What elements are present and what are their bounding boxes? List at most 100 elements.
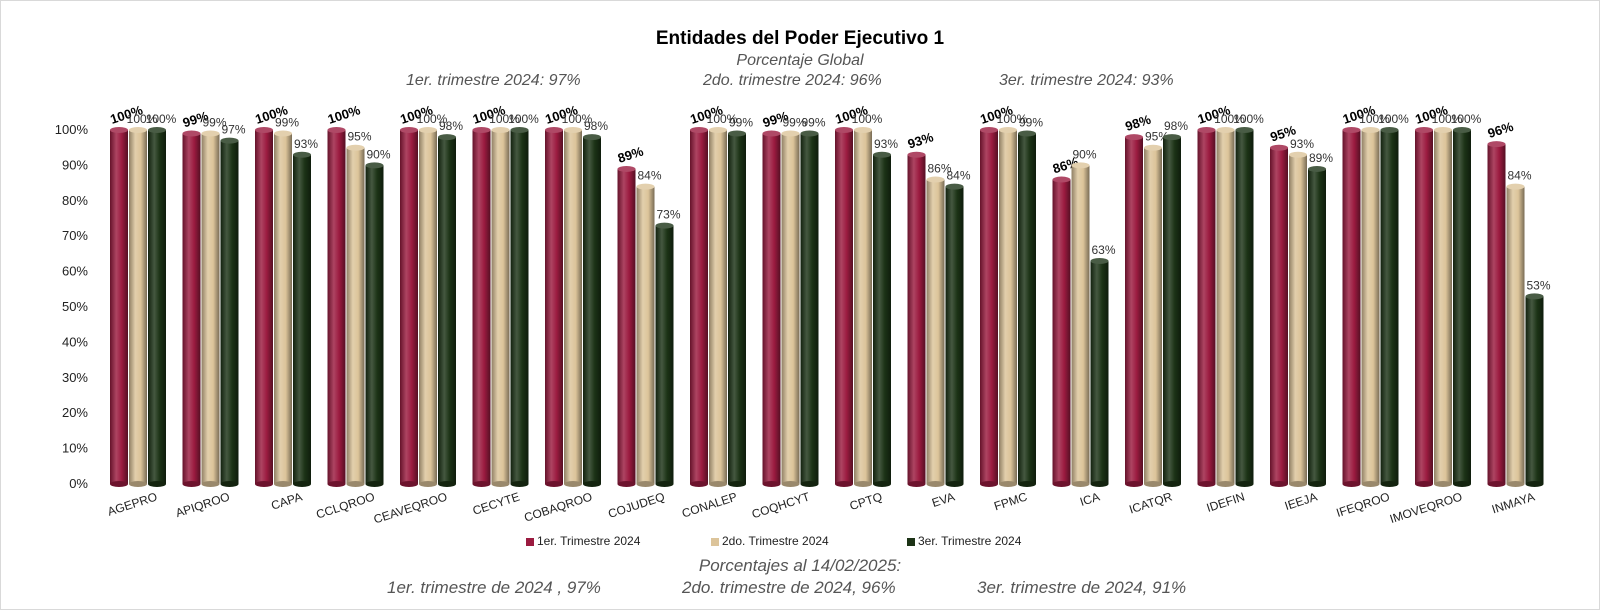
chart-legend: 1er. Trimestre 2024 2do. Trimestre 2024 … (0, 534, 1600, 552)
bar-cap (1308, 165, 1326, 172)
chart-subtitle: Porcentaje Global (736, 52, 864, 69)
bar-base (1125, 481, 1143, 487)
footer-quarter-3: 3er. trimestre de 2024, 91% (977, 578, 1187, 597)
data-label-q3: 53% (1526, 278, 1550, 292)
bar-base (438, 481, 456, 487)
x-category-label: FPMC (992, 489, 1029, 513)
bar-cap (617, 165, 636, 172)
bar-base (1052, 481, 1071, 487)
x-category-label: CONALEP (680, 490, 739, 521)
bar-cap (873, 151, 891, 158)
legend-item-q2: 2do. Trimestre 2024 (711, 534, 829, 548)
bar-cap (201, 130, 220, 137)
data-label-q2: 100% (1432, 112, 1463, 126)
bar-base (728, 481, 746, 487)
bar-base (419, 481, 437, 487)
bar-cptq-s1 (835, 130, 853, 484)
data-label-q2: 99% (202, 116, 226, 130)
x-category-label: IEEJA (1283, 490, 1319, 514)
y-tick-label: 90% (62, 157, 88, 172)
data-label-q1: 100% (326, 102, 363, 127)
bar-conalep-s1 (690, 130, 708, 484)
bar-capa-s2 (274, 133, 292, 485)
bar-cecyte-s1 (472, 130, 491, 484)
bar-ieeja-s3 (1308, 168, 1326, 484)
bar-conalep-s2 (709, 130, 727, 484)
bar-cap (1342, 127, 1361, 133)
subtitle-quarter-3: 3er. trimestre 2024: 93% (999, 72, 1174, 89)
bar-cap (1235, 127, 1254, 133)
bar-cptq-s3 (873, 154, 891, 484)
bar-imoveqroo-s3 (1453, 130, 1471, 484)
bar-base (762, 481, 781, 487)
bar-base (617, 481, 636, 487)
x-category-label: IFEQROO (1334, 490, 1391, 520)
bar-cptq-s2 (854, 130, 872, 484)
bar-base (1163, 481, 1181, 487)
bar-cap (293, 151, 311, 158)
bar-apiqroo-s1 (182, 133, 201, 485)
bar-cap (728, 130, 746, 137)
bar-conalep-s3 (728, 133, 746, 485)
bar-cap (1018, 130, 1036, 137)
bar-base (690, 481, 708, 487)
bar-base (1506, 481, 1525, 487)
data-label-q1: 93% (906, 129, 936, 151)
bar-cap (1216, 127, 1235, 133)
data-label-q3: 98% (584, 119, 608, 133)
bar-base (472, 481, 491, 487)
x-category-label: IDEFIN (1205, 490, 1247, 515)
data-label-q3: 90% (366, 147, 390, 161)
bar-eva-s1 (907, 154, 926, 484)
bar-cap (1434, 127, 1452, 133)
x-category-label: CAPA (269, 490, 304, 513)
bar-cap (907, 151, 926, 158)
data-label-q3: 98% (439, 119, 463, 133)
bar-cap (781, 130, 800, 137)
bar-base (1434, 481, 1452, 487)
data-label-q2: 100% (562, 112, 593, 126)
bar-base (274, 481, 292, 487)
bar-inmaya-s1 (1487, 144, 1506, 484)
y-tick-label: 70% (62, 228, 88, 243)
bar-coqhcyt-s2 (781, 133, 800, 485)
bar-base (1453, 481, 1471, 487)
bar-cap (510, 127, 529, 133)
x-category-label: INMAYA (1490, 490, 1536, 517)
bar-base (800, 481, 819, 487)
legend-label-q2: 2do. Trimestre 2024 (722, 534, 829, 548)
bar-cap (400, 127, 418, 133)
x-category-label: COQHCYT (750, 489, 812, 521)
data-label-q3: 73% (656, 208, 680, 222)
data-label-q2: 99% (275, 116, 299, 130)
bar-cap (1270, 144, 1288, 151)
data-label-q2: 100% (417, 112, 448, 126)
bar-base (945, 481, 964, 487)
bar-cap (220, 137, 239, 144)
bar-base (1270, 481, 1288, 487)
x-category-label: ICATQR (1127, 489, 1174, 516)
bar-cap (1071, 162, 1090, 169)
legend-swatch-q2 (711, 537, 719, 546)
bar-icatqr-s1 (1125, 137, 1143, 484)
bar-cap (1052, 176, 1071, 183)
bar-base (346, 481, 365, 487)
bar-ica-s1 (1052, 179, 1071, 484)
bar-base (907, 481, 926, 487)
data-label-q2: 100% (997, 112, 1028, 126)
bar-cap (274, 130, 292, 137)
bar-base (1090, 481, 1109, 487)
chart-title: Entidades del Poder Ejecutivo 1 (655, 28, 945, 49)
bar-ceaveqroo-s2 (419, 130, 437, 484)
bar-base (110, 481, 128, 487)
bar-base (1380, 481, 1399, 487)
x-category-label: CCLQROO (314, 490, 376, 522)
data-label-q3: 99% (801, 116, 825, 130)
bar-idefin-s2 (1216, 130, 1235, 484)
bar-base (201, 481, 220, 487)
bar-cap (1361, 127, 1380, 133)
footer-quarter-1: 1er. trimestre de 2024 , 97% (387, 578, 601, 597)
bar-base (926, 481, 945, 487)
bar-capa-s3 (293, 154, 311, 484)
bar-agepro-s2 (129, 130, 147, 484)
